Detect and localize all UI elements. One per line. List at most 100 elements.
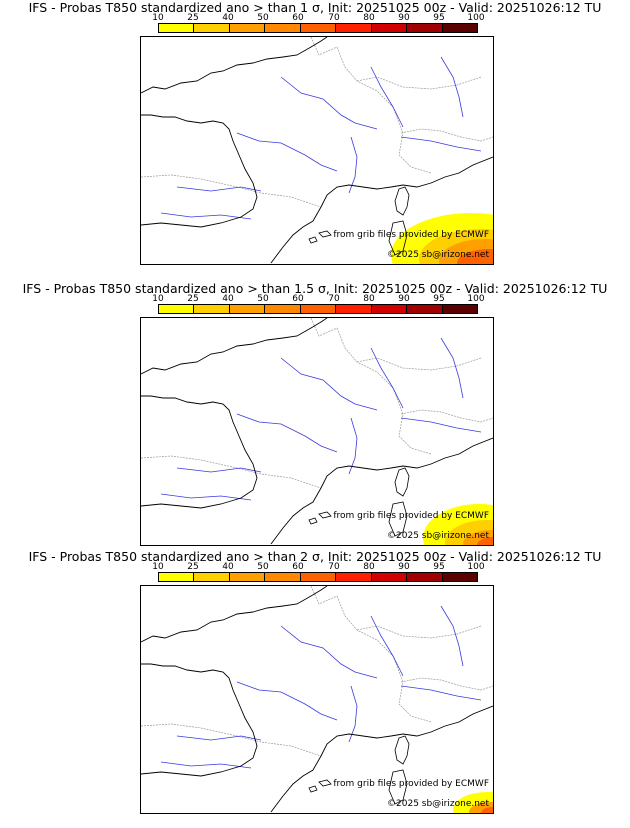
colorbar-swatch [336,305,372,313]
colorbar-tick-label: 40 [222,294,234,304]
river [236,132,338,172]
river [400,417,482,433]
map-svg [141,586,493,813]
colorbar-tick-label: 50 [257,13,269,23]
coastline [141,663,258,777]
river [370,347,404,409]
map-panel-3: IFS - Probas T850 standardized ano > tha… [0,549,630,819]
colorbar-swatch [159,24,195,32]
colorbar [158,572,478,582]
colorbar-tick-label: 60 [292,13,304,23]
colorbar-tick-label: 50 [257,294,269,304]
island [308,511,332,525]
admin-border [336,327,432,455]
river [280,76,378,130]
river [440,605,464,667]
island [394,467,410,497]
river [440,56,464,118]
colorbar-tick-label: 80 [363,562,375,572]
colorbar-tick-label: 100 [467,294,485,304]
colorbar-swatch [371,305,408,313]
island [388,220,408,256]
admin-border [141,723,322,757]
river [370,66,404,128]
colorbar-tick-label: 95 [433,294,445,304]
colorbar-tick-label: 40 [222,562,234,572]
map-area: from grib files provided by ECMWF ©2025 … [140,36,494,265]
prob-60 [457,249,493,264]
copyright-credit: ©2025 sb@irizone.net [387,250,489,260]
river [160,212,252,220]
colorbar-swatch [265,573,301,581]
colorbar-tick-label: 10 [152,562,164,572]
coastline [141,318,328,375]
river [440,337,464,399]
river [160,761,252,769]
colorbar-swatch [229,573,266,581]
admin-border [336,46,432,174]
colorbar-swatch [194,573,230,581]
colorbar [158,304,478,314]
colorbar-tick-label: 70 [328,294,340,304]
colorbar-swatch [265,24,301,32]
colorbar-swatch [265,305,301,313]
source-credit: from grib files provided by ECMWF [333,230,489,240]
admin-border [310,37,338,56]
colorbar-swatch [300,24,337,32]
source-credit: from grib files provided by ECMWF [333,779,489,789]
colorbar-tick-label: 10 [152,294,164,304]
colorbar-tick-label: 70 [328,562,340,572]
probability-field [391,213,493,264]
colorbar-swatch [229,24,266,32]
map-svg [141,318,493,545]
colorbar-tick-label: 40 [222,13,234,23]
colorbar-swatch [229,305,266,313]
river [236,413,338,453]
colorbar-swatch [194,305,230,313]
river [348,136,358,194]
colorbar-tick-label: 100 [467,13,485,23]
colorbar [158,23,478,33]
colorbar-swatch [300,305,337,313]
colorbar-swatch [407,305,443,313]
panel-title: IFS - Probas T850 standardized ano > tha… [22,281,608,296]
coastline [141,114,258,228]
colorbar-tick-label: 25 [187,13,199,23]
river [400,685,482,701]
colorbar-tick-label: 25 [187,294,199,304]
source-credit: from grib files provided by ECMWF [333,511,489,521]
river [176,186,262,192]
colorbar-tick-label: 95 [433,13,445,23]
map-panel-2: IFS - Probas T850 standardized ano > tha… [0,281,630,551]
admin-border [356,625,482,639]
river [400,136,482,152]
river [348,685,358,743]
colorbar-swatch [407,573,443,581]
river [370,615,404,677]
probability-field [423,504,493,545]
colorbar-tick-label: 95 [433,562,445,572]
river [348,417,358,475]
colorbar-swatch [442,24,477,32]
colorbar-swatch [300,573,337,581]
admin-border [400,409,493,423]
copyright-credit: ©2025 sb@irizone.net [387,531,489,541]
colorbar-swatch [194,24,230,32]
admin-border [356,76,482,90]
coastline [270,705,493,813]
island [394,186,410,216]
river [280,625,378,679]
prob-60 [477,537,493,545]
admin-border [400,128,493,142]
colorbar-swatch [442,573,477,581]
colorbar-tick-label: 90 [398,294,410,304]
colorbar-tick-label: 100 [467,562,485,572]
admin-border [336,595,432,723]
island [394,735,410,765]
map-area: from grib files provided by ECMWF ©2025 … [140,317,494,546]
admin-border [310,318,338,337]
admin-border [400,677,493,691]
colorbar-swatch [336,24,372,32]
admin-border [310,586,338,605]
colorbar-tick-label: 10 [152,13,164,23]
